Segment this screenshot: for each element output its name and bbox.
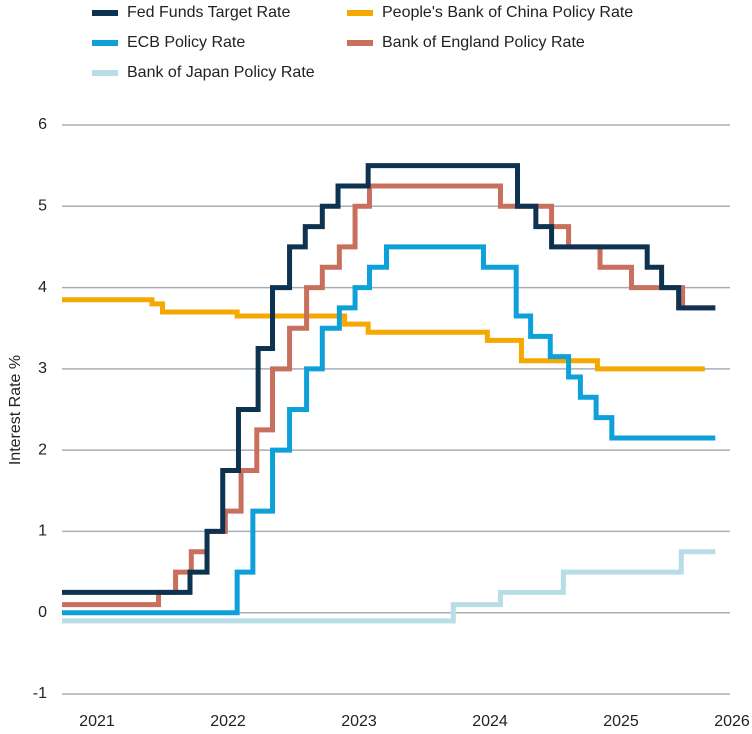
x-tick-label: 2024 <box>472 713 508 730</box>
x-tick-label: 2021 <box>79 713 115 730</box>
legend-label: Fed Funds Target Rate <box>127 4 290 21</box>
x-tick-label: 2022 <box>210 713 246 730</box>
x-tick-label: 2023 <box>341 713 377 730</box>
x-tick-label: 2025 <box>603 713 639 730</box>
y-tick-label: 5 <box>38 198 47 215</box>
series-line <box>62 163 716 595</box>
y-tick-label: 3 <box>38 360 47 377</box>
series-line <box>62 244 716 616</box>
y-tick-label: -1 <box>33 685 47 702</box>
series-line <box>62 549 716 624</box>
y-tick-label: 6 <box>38 116 47 133</box>
y-tick-label: 1 <box>38 523 47 540</box>
legend-label: Bank of Japan Policy Rate <box>127 64 315 81</box>
legend-label: Bank of England Policy Rate <box>382 34 585 51</box>
y-axis-label: Interest Rate % <box>7 355 24 465</box>
y-tick-label: 2 <box>38 441 47 458</box>
y-tick-label: 4 <box>38 279 47 296</box>
x-tick-label: 2026 <box>714 713 750 730</box>
y-tick-label: 0 <box>38 604 47 621</box>
legend-label: ECB Policy Rate <box>127 34 245 51</box>
legend-label: People's Bank of China Policy Rate <box>382 4 633 21</box>
series-line <box>62 297 705 372</box>
